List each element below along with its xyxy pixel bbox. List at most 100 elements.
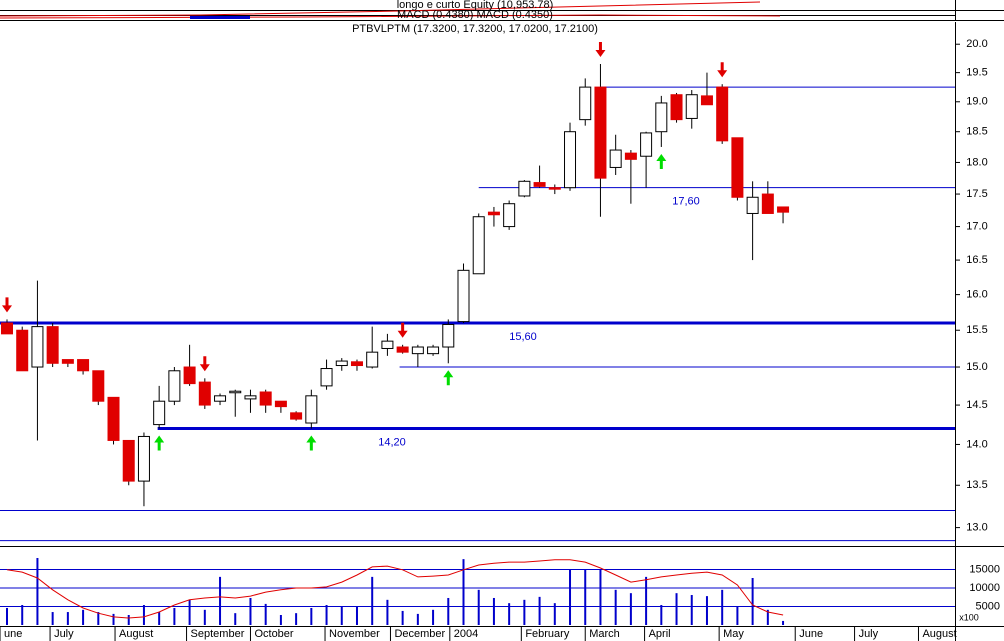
candle-body <box>107 396 120 441</box>
x-tick-label: March <box>589 628 620 640</box>
candle-body <box>655 102 668 133</box>
volume-unit: x100 <box>959 612 979 622</box>
candle-body <box>259 391 272 406</box>
candle-body <box>457 269 470 323</box>
candle-body <box>640 132 653 157</box>
y-tick-label: 13.5 <box>966 479 987 491</box>
candle-body <box>685 94 698 119</box>
y-tick-label: 19.5 <box>966 67 987 79</box>
y-tick-label: 15.0 <box>966 361 987 373</box>
y-tick-label: 18.5 <box>966 126 987 138</box>
candle-body <box>61 359 74 364</box>
candle-body <box>290 412 303 420</box>
candle-body <box>700 95 713 106</box>
header-text: MACD (0.4380) MACD (0.4350) <box>397 9 553 21</box>
candle-body <box>137 435 150 482</box>
level-label: 14,20 <box>378 436 406 448</box>
y-tick-label: 15.5 <box>966 324 987 336</box>
candle-body <box>594 86 607 179</box>
candle-body <box>46 326 59 364</box>
candle-body <box>229 390 242 394</box>
x-tick-label: October <box>254 628 293 640</box>
up-arrow <box>443 370 454 386</box>
y-tick-label: 18.0 <box>966 156 987 168</box>
candle-body <box>716 86 729 142</box>
x-tick-label: August <box>119 628 153 640</box>
x-tick-label: February <box>525 628 570 640</box>
candle-body <box>472 216 485 275</box>
x-tick-label: September <box>191 628 245 640</box>
candle-body <box>731 137 744 198</box>
candle-body <box>777 206 790 213</box>
x-tick-label: une <box>4 628 22 640</box>
header-text: longo e curto Equity (10,953.78) <box>397 0 554 11</box>
candle-body <box>579 86 592 121</box>
y-tick-label: 20.0 <box>966 38 987 50</box>
candle-body <box>518 180 531 197</box>
y-tick-label: 10000 <box>969 582 1000 594</box>
candle-body <box>92 370 105 402</box>
candle-body <box>16 329 29 372</box>
candle-body <box>168 370 181 402</box>
down-arrow <box>717 62 728 78</box>
x-tick-label: July <box>859 628 879 640</box>
equity-line <box>0 1 761 17</box>
y-tick-label: 14.5 <box>966 399 987 411</box>
y-tick-label: 19.0 <box>966 96 987 108</box>
y-tick-label: 17.0 <box>966 220 987 232</box>
candle-body <box>487 211 500 216</box>
candle-body <box>0 322 13 335</box>
candle-body <box>320 368 333 387</box>
x-tick-label: December <box>394 628 445 640</box>
chart-title: PTBVLPTM (17.3200, 17.3200, 17.0200, 17.… <box>352 23 598 35</box>
candle-body <box>381 340 394 349</box>
candle-body <box>670 94 683 121</box>
level-label: 15,60 <box>509 331 537 343</box>
candle-body <box>548 187 561 190</box>
x-tick-label: June <box>799 628 823 640</box>
macd-line <box>0 14 781 19</box>
level-label: 17,60 <box>672 196 700 208</box>
candle-body <box>274 400 287 408</box>
candle-body <box>31 326 44 368</box>
candle-body <box>396 346 409 353</box>
candle-body <box>77 359 90 372</box>
candle-body <box>335 360 348 367</box>
candle-body <box>305 395 318 424</box>
down-arrow <box>1 297 12 313</box>
x-tick-label: 2004 <box>454 628 478 640</box>
candle-body <box>761 193 774 214</box>
y-tick-label: 13.0 <box>966 522 987 534</box>
down-arrow <box>595 42 606 58</box>
candle-body <box>244 395 257 400</box>
candle-body <box>427 346 440 355</box>
x-tick-label: August <box>922 628 956 640</box>
y-tick-label: 14.0 <box>966 438 987 450</box>
candle-body <box>533 182 546 187</box>
y-tick-label: 5000 <box>976 600 1000 612</box>
candle-body <box>609 149 622 168</box>
top-panel: longo e curto Equity (10,953.78) MACD (0… <box>0 0 1004 21</box>
volume-line <box>6 559 784 619</box>
y-tick-label: 16.5 <box>966 254 987 266</box>
x-tick-label: July <box>54 628 74 640</box>
down-arrow <box>397 322 408 338</box>
up-arrow <box>154 435 165 451</box>
y-tick-label: 17.5 <box>966 188 987 200</box>
candle-body <box>122 439 135 482</box>
up-arrow <box>656 153 667 169</box>
y-tick-label: 15000 <box>969 563 1000 575</box>
candle-body <box>350 361 363 367</box>
x-tick-label: November <box>329 628 380 640</box>
down-arrow <box>199 356 210 372</box>
candle-body <box>746 196 759 214</box>
candle-body <box>564 131 577 189</box>
candle-body <box>624 152 637 160</box>
x-tick-label: May <box>723 628 744 640</box>
x-tick-label: April <box>649 628 671 640</box>
y-tick-label: 16.0 <box>966 289 987 301</box>
candle-body <box>503 203 516 228</box>
candle-body <box>442 323 455 348</box>
